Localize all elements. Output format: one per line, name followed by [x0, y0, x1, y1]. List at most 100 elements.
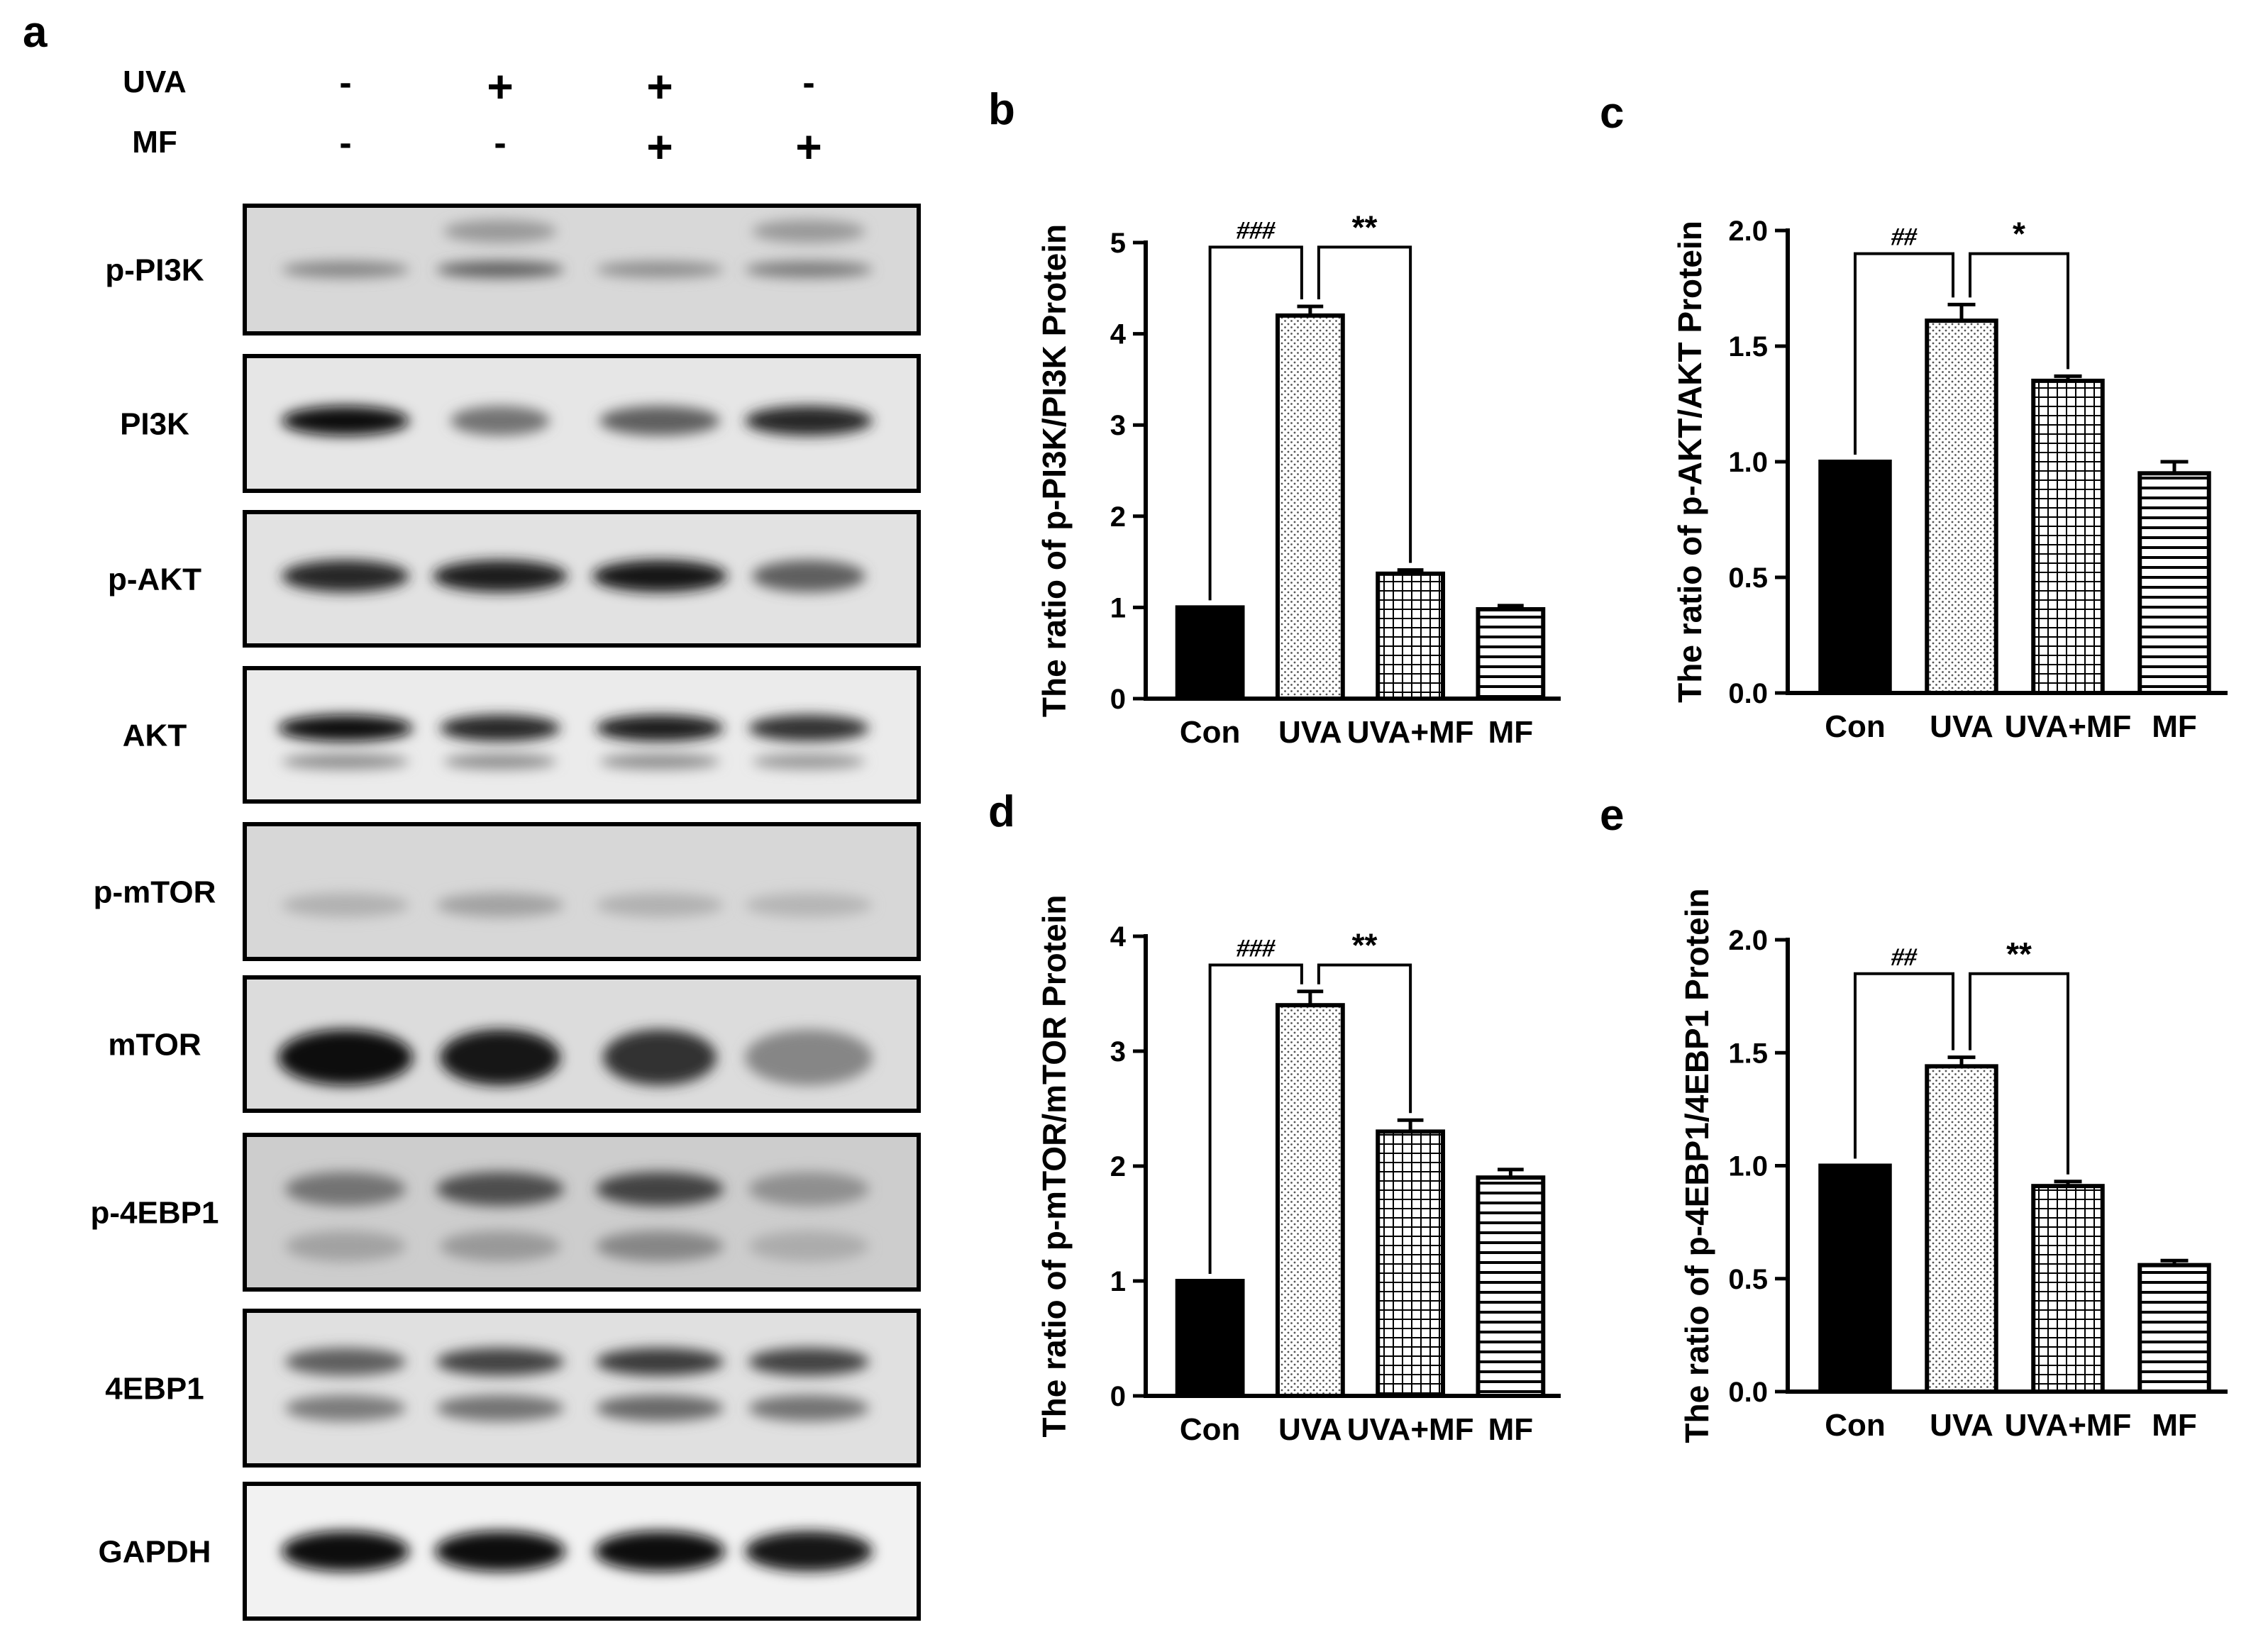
blot-frame: [243, 1133, 921, 1292]
blot-frame: [243, 1309, 921, 1468]
y-tick-label: 3: [1110, 410, 1126, 441]
condition-sign: +: [646, 61, 673, 112]
blot-band: [285, 1231, 406, 1262]
blot-band: [745, 1029, 873, 1086]
y-tick-label: 4: [1110, 921, 1127, 953]
blot-frame: [243, 975, 921, 1113]
x-tick-label: UVA+MF: [1347, 715, 1474, 750]
blot-background: [245, 824, 919, 959]
y-tick-label: 0.0: [1728, 1377, 1768, 1408]
significance-label: ##: [1891, 943, 1918, 971]
blot-band: [436, 1348, 564, 1376]
y-tick-label: 0: [1110, 684, 1126, 715]
bar-uva: [1275, 313, 1345, 701]
blot-band: [282, 261, 409, 278]
x-tick-label: UVA: [1278, 1412, 1342, 1447]
bar-mf: [1476, 606, 1546, 701]
blot-band: [436, 261, 564, 278]
y-tick-label: 1: [1110, 592, 1126, 623]
condition-table: UVA - + + - MF - - + +: [123, 61, 822, 172]
blot-gapdh: GAPDH: [99, 1482, 921, 1621]
blot-band: [285, 1172, 406, 1206]
chart-panel-b: b 0 1 2 3 4 5 Con UVA UVA+MF MF The ratio of p-PI3K…: [988, 85, 1561, 750]
blot-background: [245, 1135, 919, 1289]
blot-band: [752, 219, 865, 243]
bar-uva-plus-mf: [2031, 1184, 2105, 1394]
blot-band: [599, 406, 720, 436]
condition-label-uva: UVA: [123, 65, 187, 99]
blot-band: [745, 892, 873, 918]
blot-band: [596, 714, 724, 742]
blot-band: [592, 560, 727, 592]
significance-bracket: [1969, 972, 2069, 1175]
blot-band: [278, 1029, 413, 1086]
blot-band: [745, 261, 873, 278]
significance-label: **: [1352, 209, 1378, 245]
bar-con: [1175, 1279, 1245, 1398]
blot-band: [596, 892, 724, 918]
y-tick-label: 1.5: [1728, 331, 1768, 362]
blot-4ebp1: 4EBP1: [105, 1309, 921, 1468]
blot-band: [745, 406, 873, 436]
blot-band: [436, 892, 564, 918]
significance-bracket: [1854, 972, 1954, 1159]
y-axis-label: The ratio of p-AKT/AKT Protein: [1671, 221, 1708, 703]
y-tick-label: 0: [1110, 1381, 1126, 1412]
bar-uva-plus-mf: [1376, 571, 1446, 701]
x-tick-label: UVA: [1278, 715, 1342, 750]
y-tick-label: 5: [1110, 228, 1126, 259]
condition-sign: +: [795, 121, 822, 172]
condition-sign: +: [646, 121, 673, 172]
blot-band: [745, 1531, 873, 1572]
significance-label: **: [2006, 936, 2032, 972]
blot-band: [596, 1172, 724, 1206]
bar-mf: [2137, 1263, 2211, 1394]
blot-label: AKT: [123, 719, 187, 753]
condition-sign: -: [339, 123, 351, 164]
blot-frame: [243, 204, 921, 335]
condition-label-mf: MF: [132, 125, 177, 160]
blot-band: [282, 753, 409, 770]
bar-uva-plus-mf: [1376, 1129, 1446, 1399]
chart-panel-c: c 0.0 0.5 1.0 1.5 2.0 Con UVA UVA+MF MF The ratio …: [1600, 89, 2228, 744]
x-tick-label: Con: [1825, 1408, 1886, 1443]
bar-con: [1818, 460, 1892, 695]
x-tick-label: Con: [1825, 709, 1886, 744]
x-tick-label: UVA+MF: [1347, 1412, 1474, 1447]
blot-band: [440, 1231, 560, 1262]
y-tick-label: 2.0: [1728, 925, 1768, 956]
significance-label: ##: [1891, 223, 1918, 251]
x-tick-label: UVA: [1930, 709, 1993, 744]
y-tick-label: 1.0: [1728, 1151, 1768, 1182]
blot-band: [748, 1394, 869, 1421]
significance-label: ###: [1236, 216, 1276, 244]
panel-letter-b: b: [988, 85, 1015, 134]
blot-band: [282, 406, 409, 436]
blot-band: [450, 406, 550, 436]
condition-sign: -: [802, 62, 814, 104]
panel-letter-e: e: [1600, 791, 1624, 840]
blot-band: [596, 1231, 724, 1262]
x-tick-label: Con: [1180, 1412, 1241, 1447]
y-tick-label: 1.5: [1728, 1038, 1768, 1069]
y-axis-label: The ratio of p-PI3K/PI3K Protein: [1036, 224, 1073, 717]
blot-label: p-PI3K: [105, 253, 204, 288]
blot-band: [278, 714, 413, 742]
blot-band: [282, 560, 409, 592]
y-tick-label: 4: [1110, 319, 1127, 350]
x-tick-label: Con: [1180, 715, 1241, 750]
significance-label: ###: [1236, 934, 1276, 963]
blot-p-akt: p-AKT: [108, 510, 921, 648]
blot-band: [443, 753, 557, 770]
condition-sign: -: [339, 62, 351, 104]
panel-letter-a: a: [23, 8, 48, 57]
y-tick-label: 3: [1110, 1036, 1126, 1067]
blot-band: [603, 1029, 717, 1086]
bar-uva: [1925, 1064, 1998, 1394]
blot-pi3k: PI3K: [120, 354, 921, 493]
blot-frame: [243, 1482, 921, 1621]
panel-a: a UVA - + + - MF - - + + p-PI3K PI3K p-AKT AKT p-mTOR…: [23, 8, 921, 1621]
bar-con: [1818, 1163, 1892, 1394]
